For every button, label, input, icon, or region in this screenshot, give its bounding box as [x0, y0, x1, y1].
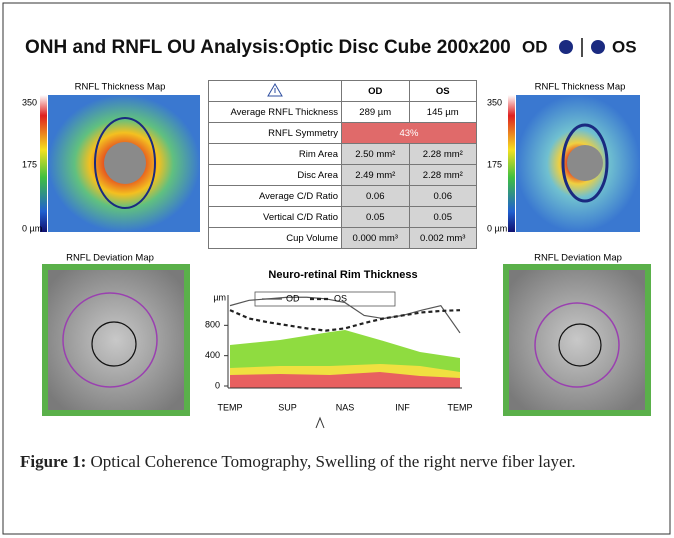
os-label: OS — [612, 37, 637, 56]
x-tick-label: NAS — [336, 402, 355, 412]
caption-text: Optical Coherence Tomography, Swelling o… — [86, 452, 575, 471]
title: ONH and RNFL OU Analysis:Optic Disc Cube… — [25, 37, 511, 58]
map-label: RNFL Thickness Map — [535, 82, 626, 93]
color-bar — [508, 95, 515, 232]
disc — [567, 145, 603, 181]
row-label: Disc Area — [209, 165, 342, 186]
table-cell: 2.49 mm² — [342, 165, 410, 186]
warning-icon — [267, 83, 283, 97]
x-tick-label: TEMP — [447, 402, 472, 412]
y-tick-label: 800 — [205, 320, 220, 330]
row-label: Average C/D Ratio — [209, 186, 342, 207]
caption: Figure 1: Optical Coherence Tomography, … — [20, 448, 652, 476]
table-cell: 2.28 mm² — [409, 165, 477, 186]
row-label: Cup Volume — [209, 228, 342, 249]
column-header: OS — [409, 81, 477, 102]
table-cell: 145 µm — [409, 102, 477, 123]
color-bar — [40, 95, 47, 232]
row-label: RNFL Symmetry — [209, 123, 342, 144]
table-cell: 289 µm — [342, 102, 410, 123]
scale-label: 350 — [487, 97, 502, 107]
x-tick-label: TEMP — [217, 402, 242, 412]
map-label: RNFL Thickness Map — [75, 82, 166, 93]
series-line — [230, 310, 460, 330]
od-label: OD — [522, 37, 548, 56]
table-cell: 0.05 — [409, 207, 477, 228]
x-tick-label: INF — [395, 402, 410, 412]
row-label: Rim Area — [209, 144, 342, 165]
caption-label: Figure 1: — [20, 452, 86, 471]
table-cell: 0.000 mm³ — [342, 228, 410, 249]
map-label: RNFL Deviation Map — [66, 253, 154, 264]
y-tick-label: 400 — [205, 350, 220, 360]
scale-label: 0 µm — [487, 223, 507, 233]
row-label: Vertical C/D Ratio — [209, 207, 342, 228]
table-cell: 2.28 mm² — [409, 144, 477, 165]
row-label: Average RNFL Thickness — [209, 102, 342, 123]
marker — [316, 418, 324, 428]
x-tick-label: SUP — [278, 402, 297, 412]
table-cell: 0.002 mm³ — [409, 228, 477, 249]
chart-title: Neuro-retinal Rim Thickness — [268, 269, 417, 281]
os-dot — [591, 40, 605, 54]
symmetry-cell: 43% — [342, 123, 477, 144]
y-unit: µm — [213, 292, 226, 302]
scale-label: 350 — [22, 97, 37, 107]
disc — [104, 142, 146, 184]
map-label: RNFL Deviation Map — [534, 253, 622, 264]
warning-cell — [209, 81, 342, 102]
y-tick-label: 0 — [215, 380, 220, 390]
table-cell: 0.06 — [342, 186, 410, 207]
scale-label: 0 µm — [22, 223, 42, 233]
legend-label: OD — [286, 293, 300, 303]
column-header: OD — [342, 81, 410, 102]
table-cell: 2.50 mm² — [342, 144, 410, 165]
figure-page: ONH and RNFL OU Analysis:Optic Disc Cube… — [0, 0, 674, 538]
scale-label: 175 — [22, 159, 37, 169]
table-cell: 0.06 — [409, 186, 477, 207]
deviation-map — [506, 267, 648, 413]
legend-label: OS — [334, 293, 347, 303]
scale-label: 175 — [487, 159, 502, 169]
od-dot — [559, 40, 573, 54]
table-cell: 0.05 — [342, 207, 410, 228]
deviation-map — [45, 267, 187, 413]
